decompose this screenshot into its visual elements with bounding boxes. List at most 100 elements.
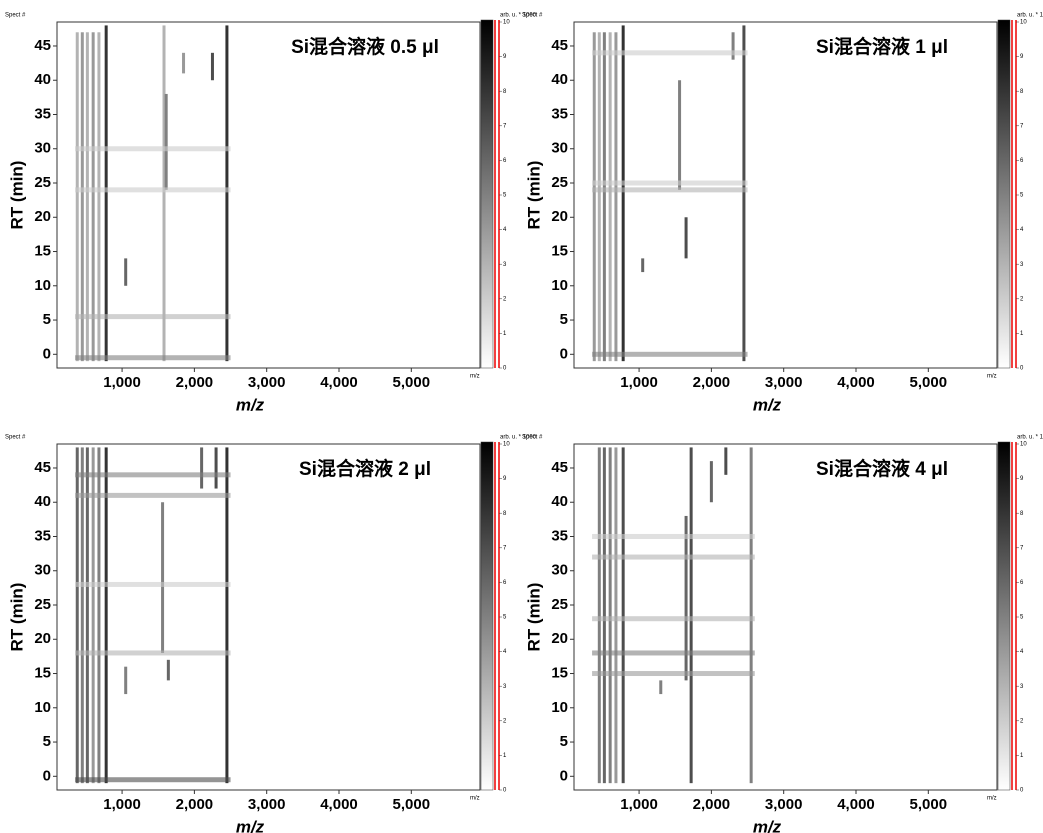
streak bbox=[80, 32, 84, 362]
y-axis-label: RT (min) bbox=[524, 161, 543, 230]
band bbox=[592, 187, 748, 193]
colorbar-tick-label: 2 bbox=[1020, 296, 1024, 302]
streak bbox=[614, 32, 618, 362]
colorbar-tick-label: 5 bbox=[1020, 615, 1024, 621]
streak bbox=[124, 258, 128, 286]
streak bbox=[97, 447, 101, 784]
colorbar-tick-label: 7 bbox=[503, 123, 507, 129]
streak bbox=[641, 258, 645, 273]
corner-label: Spect # bbox=[522, 13, 543, 19]
streak bbox=[164, 93, 168, 190]
streak bbox=[749, 447, 753, 784]
y-tick-label: 35 bbox=[551, 527, 568, 544]
y-tick-label: 35 bbox=[551, 105, 568, 122]
streak bbox=[166, 659, 170, 681]
streak bbox=[200, 447, 204, 489]
colorbar-tick-label: 9 bbox=[503, 476, 507, 482]
streak bbox=[182, 52, 186, 74]
x-tick-label: 1,000 bbox=[103, 796, 141, 813]
streak bbox=[621, 447, 625, 784]
y-tick-label: 15 bbox=[34, 242, 51, 259]
x-tick-label: 4,000 bbox=[837, 796, 875, 813]
streak bbox=[724, 447, 728, 475]
x-tick-label: 5,000 bbox=[393, 374, 431, 391]
colorbar-axis-label: m/z bbox=[987, 796, 997, 802]
colorbar-axis-label: m/z bbox=[470, 374, 480, 380]
plot-area bbox=[56, 21, 481, 369]
x-tick-label: 4,000 bbox=[837, 374, 875, 391]
panel: 1,000 2,000 3,000 4,000 5,000051015202530354… bbox=[522, 435, 1043, 833]
colorbar-tick-label: 4 bbox=[1020, 227, 1024, 233]
colorbar bbox=[480, 19, 494, 369]
colorbar-tick-label: 7 bbox=[503, 545, 507, 551]
y-tick-label: 5 bbox=[560, 311, 568, 328]
band bbox=[592, 50, 748, 56]
y-tick-label: 20 bbox=[34, 630, 51, 647]
y-tick-label: 40 bbox=[551, 71, 568, 88]
streak bbox=[731, 32, 735, 60]
streak bbox=[689, 447, 693, 784]
band bbox=[592, 650, 755, 656]
streak bbox=[75, 32, 79, 362]
x-tick-label: 5,000 bbox=[910, 796, 948, 813]
y-axis-label: RT (min) bbox=[7, 583, 26, 652]
x-axis-label: m/z bbox=[753, 817, 782, 833]
corner-label: Spect # bbox=[522, 435, 543, 441]
x-tick-label: 4,000 bbox=[320, 374, 358, 391]
streak bbox=[614, 447, 618, 784]
colorbar-tick-label: 8 bbox=[1020, 89, 1024, 95]
colorbar-tick-label: 5 bbox=[503, 615, 507, 621]
y-tick-label: 10 bbox=[34, 277, 51, 294]
y-tick-label: 45 bbox=[34, 37, 51, 54]
band bbox=[592, 671, 755, 677]
colorbar-tick-label: 0 bbox=[1020, 788, 1024, 794]
colorbar-tick-label: 9 bbox=[503, 54, 507, 60]
x-tick-label: 4,000 bbox=[320, 796, 358, 813]
streak bbox=[709, 461, 713, 503]
y-tick-label: 15 bbox=[551, 242, 568, 259]
band bbox=[75, 650, 231, 656]
streak bbox=[597, 447, 601, 784]
y-tick-label: 15 bbox=[34, 664, 51, 681]
colorbar-tick-label: 5 bbox=[503, 193, 507, 199]
y-tick-label: 40 bbox=[551, 493, 568, 510]
colorbar-label: arb. u. * 1000 bbox=[500, 435, 537, 441]
x-tick-label: 1,000 bbox=[620, 374, 658, 391]
streak bbox=[85, 32, 89, 362]
y-tick-label: 45 bbox=[551, 459, 568, 476]
streak bbox=[85, 447, 89, 784]
colorbar-tick-label: 7 bbox=[1020, 545, 1024, 551]
chart-title: Si混合溶液 0.5 μl bbox=[291, 35, 439, 58]
x-tick-label: 3,000 bbox=[248, 374, 286, 391]
y-tick-label: 25 bbox=[34, 174, 51, 191]
panel: 1,000 2,000 3,000 4,000 5,000051015202530354… bbox=[5, 435, 537, 833]
streak bbox=[104, 447, 108, 784]
colorbar-tick-label: 0 bbox=[1020, 366, 1024, 372]
streak bbox=[161, 502, 165, 653]
y-tick-label: 10 bbox=[551, 699, 568, 716]
streak bbox=[684, 515, 688, 681]
y-tick-label: 10 bbox=[551, 277, 568, 294]
x-axis-label: m/z bbox=[753, 395, 782, 414]
colorbar-tick-label: 2 bbox=[503, 718, 507, 724]
colorbar-label: arb. u. * 1000 bbox=[1017, 13, 1043, 19]
x-tick-label: 5,000 bbox=[393, 796, 431, 813]
y-tick-label: 30 bbox=[34, 562, 51, 579]
y-tick-label: 30 bbox=[34, 140, 51, 157]
y-tick-label: 0 bbox=[560, 345, 568, 362]
corner-label: Spect # bbox=[5, 13, 26, 19]
y-tick-label: 30 bbox=[551, 562, 568, 579]
y-tick-label: 0 bbox=[43, 345, 51, 362]
colorbar-tick-label: 6 bbox=[503, 580, 507, 586]
streak bbox=[104, 25, 108, 362]
colorbar-tick-label: 8 bbox=[503, 89, 507, 95]
colorbar-tick-label: 6 bbox=[1020, 580, 1024, 586]
band bbox=[592, 533, 755, 539]
streak bbox=[225, 447, 229, 784]
x-axis-label: m/z bbox=[236, 817, 265, 833]
y-tick-label: 25 bbox=[34, 596, 51, 613]
streak bbox=[608, 447, 612, 784]
colorbar-tick-label: 9 bbox=[1020, 54, 1024, 60]
colorbar-tick-label: 4 bbox=[503, 227, 507, 233]
